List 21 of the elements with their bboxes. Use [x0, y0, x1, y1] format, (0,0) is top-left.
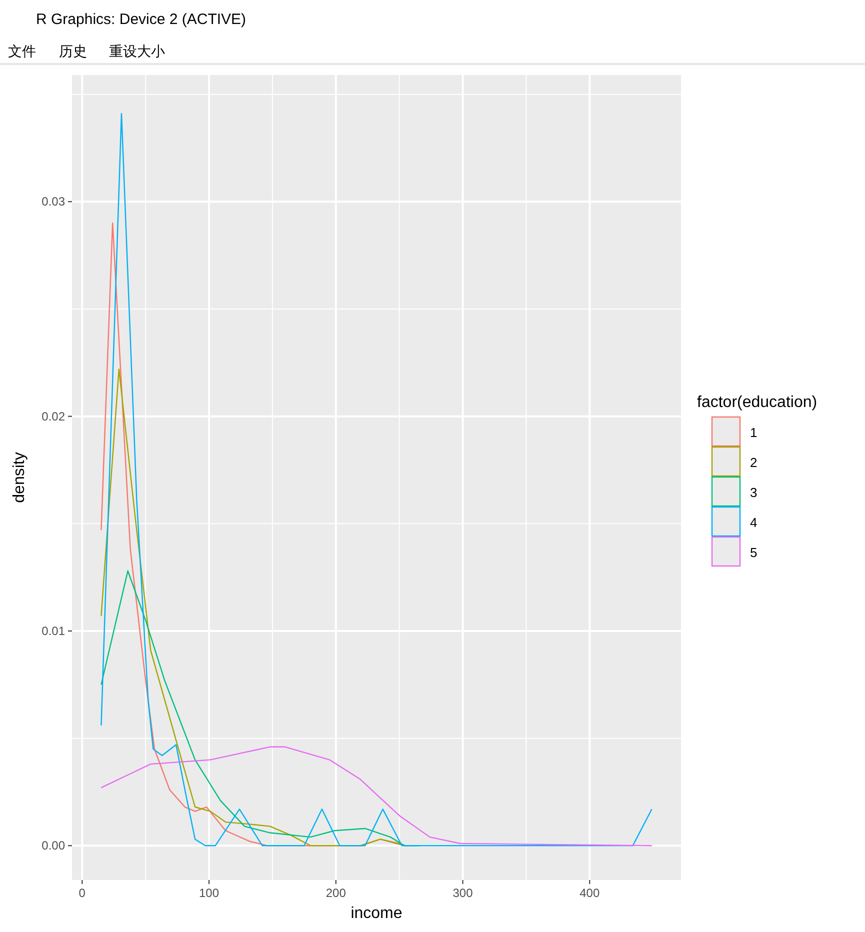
- x-tick-label: 300: [452, 886, 474, 900]
- legend-label: 4: [750, 515, 758, 530]
- y-axis-title: density: [11, 452, 28, 503]
- y-tick-label: 0.00: [42, 838, 66, 853]
- y-tick-label: 0.02: [42, 409, 66, 424]
- legend-label: 3: [750, 485, 758, 500]
- y-tick-label: 0.01: [42, 624, 66, 638]
- text: R Graphics: Device 2 (ACTIVE): [36, 11, 246, 28]
- y-tick-label: 0.03: [42, 194, 66, 209]
- text: 文件: [8, 43, 36, 59]
- text: 重设大小: [109, 43, 165, 59]
- text: 历史: [59, 43, 87, 59]
- x-tick-label: 0: [78, 886, 86, 900]
- x-axis-title: income: [350, 905, 402, 922]
- x-tick-label: 100: [199, 886, 220, 900]
- x-tick-label: 200: [326, 886, 346, 900]
- legend-title: factor(education): [697, 394, 818, 411]
- x-tick-label: 400: [580, 886, 600, 900]
- legend-label: 1: [750, 425, 758, 440]
- legend-label: 2: [750, 455, 758, 470]
- legend-label: 5: [750, 545, 758, 560]
